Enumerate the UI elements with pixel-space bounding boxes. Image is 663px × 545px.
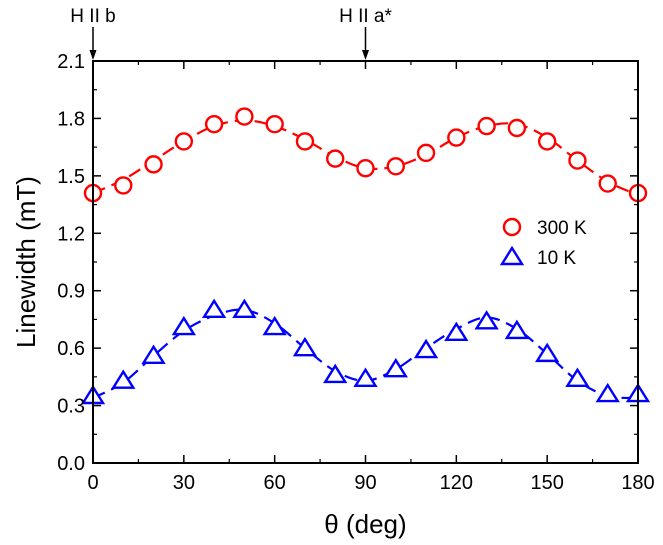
data-point-10-K <box>201 298 227 319</box>
data-point-300-K <box>598 174 617 193</box>
data-point-300-K <box>537 132 557 151</box>
tick-labels: 0 30 60 90 120 150 180 0.0 0.3 0.6 0.9 1.2 1.5 1.8 2.1 <box>57 51 655 494</box>
data-point-10-K <box>595 382 620 403</box>
data-point-10-K <box>323 363 348 384</box>
data-point-10-K <box>504 319 530 340</box>
data-point-10-K <box>232 298 257 319</box>
x-tick-label: 180 <box>621 472 654 494</box>
y-tick-label: 0.9 <box>57 281 85 303</box>
y-tick-label: 1.5 <box>57 166 85 188</box>
legend-marker-300-K <box>502 217 522 237</box>
data-point-300-K <box>114 176 133 195</box>
data-point-10-K <box>474 310 499 330</box>
legend-marker-10-K <box>499 245 525 266</box>
data-point-10-K <box>292 336 318 357</box>
data-markers <box>80 107 651 405</box>
data-point-300-K <box>447 128 466 147</box>
y-tick-label: 2.1 <box>57 51 85 73</box>
y-tick-label: 0.0 <box>57 453 85 475</box>
data-point-300-K <box>144 155 163 174</box>
legend: 300 K 10 K <box>499 217 587 269</box>
data-point-300-K <box>265 114 284 134</box>
x-tick-label: 30 <box>173 472 195 494</box>
x-axis-label: θ (deg) <box>324 509 406 539</box>
x-tick-label: 0 <box>87 472 98 494</box>
x-tick-label: 150 <box>530 472 563 494</box>
annotation-label: H II a* <box>339 6 392 27</box>
data-point-300-K <box>235 107 254 126</box>
data-point-10-K <box>111 369 136 389</box>
data-point-300-K <box>295 132 315 151</box>
annotations: H II b H II a* <box>70 6 392 60</box>
data-point-300-K <box>356 158 375 178</box>
x-tick-label: 120 <box>440 472 473 494</box>
annotation-label: H II b <box>70 6 115 27</box>
data-point-300-K <box>204 114 224 134</box>
data-point-10-K <box>383 357 408 378</box>
data-point-10-K <box>141 344 166 364</box>
data-point-10-K <box>565 367 590 387</box>
annotation-arrow-head <box>89 50 97 60</box>
data-point-10-K <box>353 367 378 387</box>
legend-label: 10 K <box>537 248 576 269</box>
y-tick-label: 0.3 <box>57 396 85 418</box>
y-tick-label: 1.8 <box>57 108 85 130</box>
data-point-10-K <box>171 315 196 336</box>
data-point-300-K <box>507 118 527 138</box>
y-axis-label: Linewidth (mT) <box>11 176 41 348</box>
data-point-10-K <box>444 321 469 342</box>
axis-ticks <box>92 60 639 464</box>
data-point-300-K <box>477 116 496 136</box>
data-point-300-K <box>416 143 436 163</box>
data-point-300-K <box>386 157 405 176</box>
data-point-300-K <box>174 132 194 151</box>
x-tick-label: 90 <box>354 472 376 494</box>
data-point-10-K <box>535 342 560 363</box>
data-point-10-K <box>413 338 439 359</box>
y-tick-label: 0.6 <box>57 338 85 360</box>
x-tick-label: 60 <box>264 472 286 494</box>
data-point-300-K <box>568 151 587 170</box>
y-tick-label: 1.2 <box>57 223 85 245</box>
annotation-arrow-head <box>362 50 369 60</box>
data-point-300-K <box>326 149 345 168</box>
legend-label: 300 K <box>537 218 587 239</box>
data-point-10-K <box>262 315 287 336</box>
fit-curve-300-K <box>92 119 639 197</box>
